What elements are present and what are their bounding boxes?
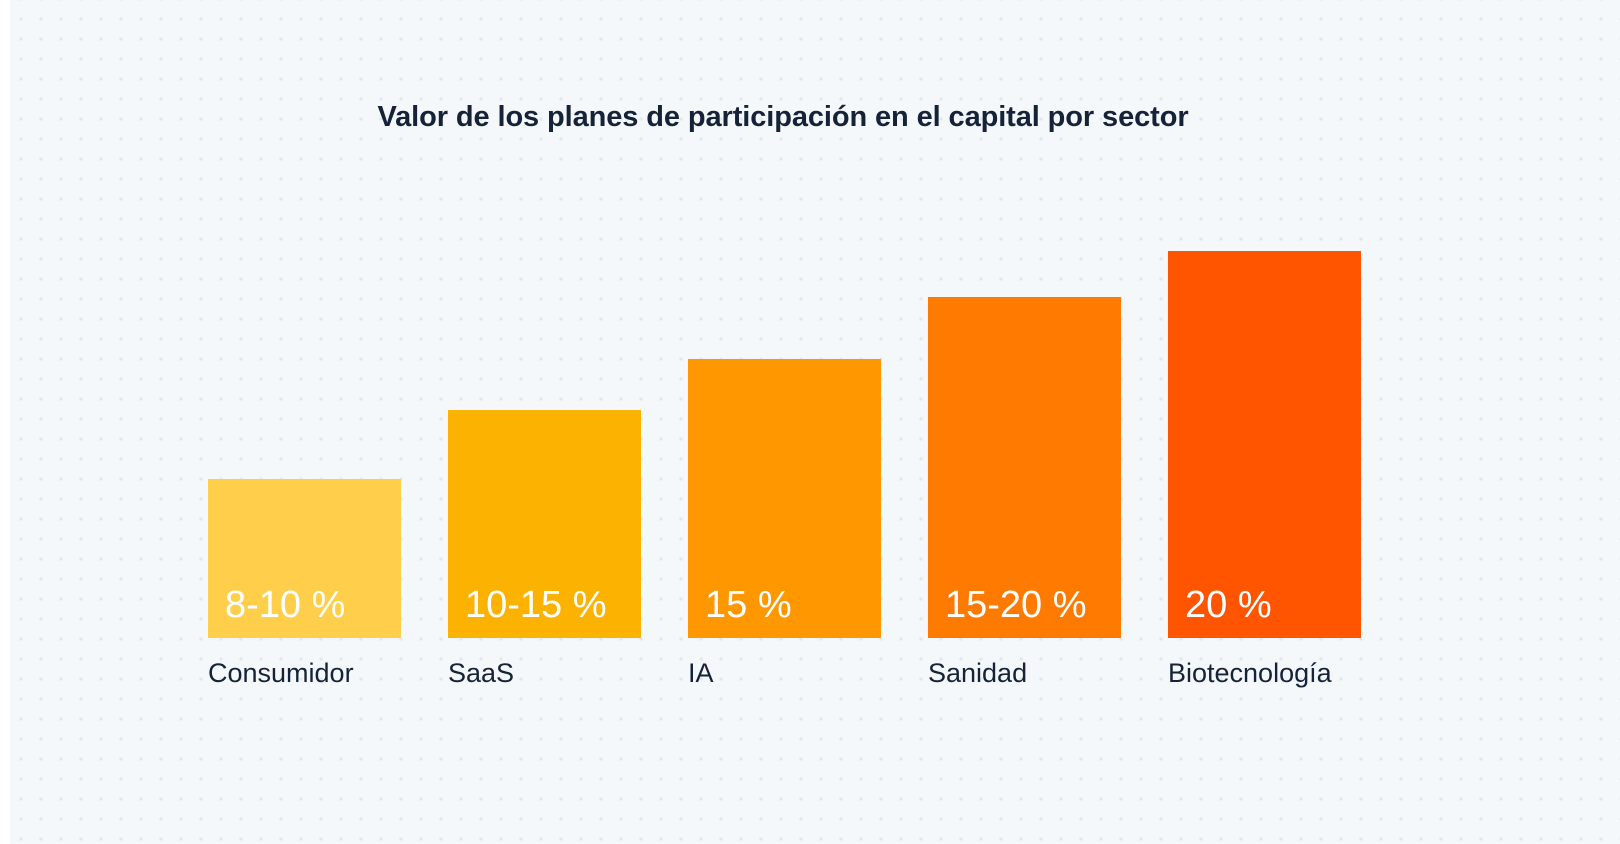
bar-value-label-sanidad: 15-20 % bbox=[945, 584, 1087, 626]
bar-category-label-ia: IA bbox=[688, 658, 714, 688]
bar-value-label-ia: 15 % bbox=[705, 584, 792, 626]
bar-category-label-biotecnologia: Biotecnología bbox=[1168, 658, 1332, 688]
bar-consumidor[interactable] bbox=[208, 479, 401, 638]
left-edge-strip bbox=[0, 0, 10, 844]
bar-group-biotecnologia: 20 % Biotecnología bbox=[1168, 251, 1361, 687]
bar-saas[interactable] bbox=[448, 410, 641, 638]
bar-value-label-consumidor: 8-10 % bbox=[225, 584, 346, 626]
chart-title: Valor de los planes de participación en … bbox=[377, 101, 1189, 133]
bar-group-ia: 15 % IA bbox=[688, 359, 881, 687]
bar-category-label-sanidad: Sanidad bbox=[928, 658, 1028, 688]
bar-value-label-saas: 10-15 % bbox=[465, 584, 607, 626]
bar-ia[interactable] bbox=[688, 359, 881, 638]
bar-value-label-biotecnologia: 20 % bbox=[1185, 584, 1272, 626]
bar-sanidad[interactable] bbox=[928, 297, 1121, 638]
bar-group-saas: 10-15 % SaaS bbox=[448, 410, 641, 687]
bar-group-consumidor: 8-10 % Consumidor bbox=[208, 479, 401, 687]
bar-group-sanidad: 15-20 % Sanidad bbox=[928, 297, 1121, 687]
bar-category-label-consumidor: Consumidor bbox=[208, 658, 354, 688]
bar-biotecnologia[interactable] bbox=[1168, 251, 1361, 638]
bar-category-label-saas: SaaS bbox=[448, 658, 515, 688]
